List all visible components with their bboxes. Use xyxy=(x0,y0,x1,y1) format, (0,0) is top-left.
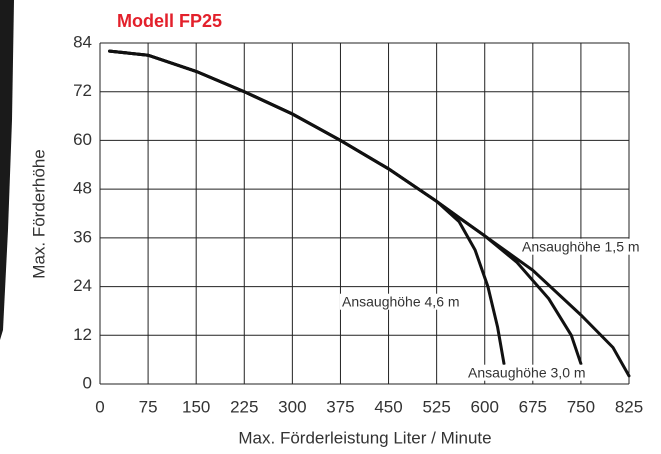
y-tick-label: 48 xyxy=(73,179,92,198)
x-tick-label: 225 xyxy=(230,397,258,416)
curve xyxy=(108,49,631,378)
x-tick-label: 300 xyxy=(278,397,306,416)
y-tick-label: 72 xyxy=(73,81,92,100)
x-tick-label: 675 xyxy=(519,397,547,416)
x-tick-label: 525 xyxy=(422,397,450,416)
y-tick-label: 24 xyxy=(73,276,92,295)
x-tick-label: 600 xyxy=(471,397,499,416)
background-edge xyxy=(0,0,14,340)
y-tick-label: 84 xyxy=(73,32,92,51)
y-axis-label: Max. Förderhöhe xyxy=(29,149,48,278)
x-tick-label: 825 xyxy=(615,397,643,416)
y-tick-label: 0 xyxy=(83,373,92,392)
series-label: Ansaughöhe 3,0 m xyxy=(468,365,586,381)
label-background xyxy=(466,364,588,381)
curve xyxy=(108,49,583,366)
y-tick-label: 60 xyxy=(73,130,92,149)
series-label: Ansaughöhe 1,5 m xyxy=(522,239,640,255)
x-axis-label: Max. Förderleistung Liter / Minute xyxy=(238,428,491,447)
x-tick-label: 75 xyxy=(139,397,158,416)
y-tick-label: 12 xyxy=(73,325,92,344)
label-background xyxy=(340,293,462,310)
y-tick-label: 36 xyxy=(73,227,92,246)
x-tick-label: 750 xyxy=(567,397,595,416)
series-label: Ansaughöhe 4,6 m xyxy=(342,294,460,310)
x-tick-label: 150 xyxy=(182,397,210,416)
label-background xyxy=(520,238,642,255)
chart-title: Modell FP25 xyxy=(117,11,222,31)
x-tick-label: 375 xyxy=(326,397,354,416)
x-tick-label: 0 xyxy=(95,397,104,416)
x-tick-label: 450 xyxy=(374,397,402,416)
